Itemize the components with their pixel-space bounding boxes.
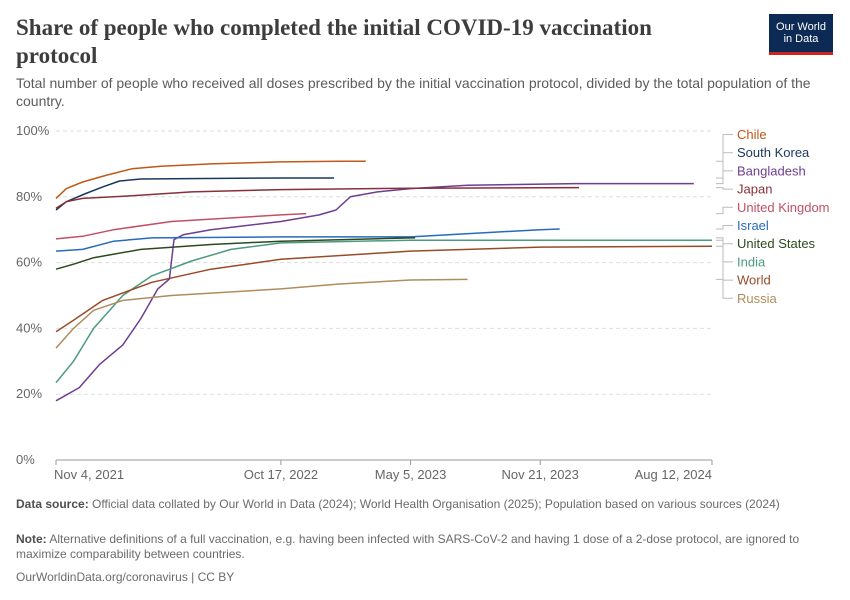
series-line-united-states xyxy=(55,237,416,270)
legend-label-israel: Israel xyxy=(737,218,769,233)
source-text: Official data collated by Our World in D… xyxy=(92,497,780,511)
x-tick-label: Nov 4, 2021 xyxy=(54,467,124,482)
series-line-israel xyxy=(55,228,560,252)
x-tick-label: Oct 17, 2022 xyxy=(244,467,318,482)
source-label: Data source: xyxy=(16,497,89,511)
chart-title: Share of people who completed the initia… xyxy=(16,15,652,68)
legend-connector xyxy=(716,170,733,185)
y-tick-label: 20% xyxy=(16,386,42,401)
legend-connector xyxy=(716,245,733,281)
x-tick-label: Nov 21, 2023 xyxy=(502,467,579,482)
note-text: Alternative definitions of a full vaccin… xyxy=(16,532,800,561)
credit-link[interactable]: OurWorldinData.org/coronavirus | CC BY xyxy=(16,570,235,584)
series-line-south-korea xyxy=(55,177,335,211)
series-line-russia xyxy=(55,278,468,349)
series-line-japan xyxy=(55,186,580,209)
legend-connector xyxy=(716,187,733,190)
y-tick-label: 100% xyxy=(16,123,50,138)
legend-connector xyxy=(716,278,733,299)
legend-connector xyxy=(716,237,733,245)
legend-label-chile: Chile xyxy=(737,127,767,142)
legend-label-russia: Russia xyxy=(737,291,778,306)
legend-connector xyxy=(716,152,733,179)
y-tick-label: 40% xyxy=(16,320,42,335)
chart-subtitle: Total number of people who received all … xyxy=(16,75,811,109)
note-label: Note: xyxy=(16,532,47,546)
y-tick-label: 0% xyxy=(16,452,35,467)
series-line-bangladesh xyxy=(55,182,694,402)
series-line-india xyxy=(55,239,712,384)
logo-line-2: in Data xyxy=(783,33,819,45)
y-tick-label: 80% xyxy=(16,189,42,204)
series-line-world xyxy=(55,245,713,333)
logo-line-1: Our World xyxy=(776,21,826,33)
legend-connector xyxy=(716,206,733,215)
legend-connector xyxy=(716,225,733,230)
legend-label-japan: Japan xyxy=(737,182,772,197)
legend-connector xyxy=(716,134,733,162)
y-tick-label: 60% xyxy=(16,255,42,270)
series-line-united-kingdom xyxy=(55,212,307,240)
owid-logo[interactable]: Our World in Data xyxy=(769,14,833,55)
legend-label-south-korea: South Korea xyxy=(737,145,810,160)
data-source: Data source: Official data collated by O… xyxy=(16,497,826,512)
series-line-chile xyxy=(55,160,366,199)
line-chart: 0% 20% 40% 60% 80% 100% Nov 4, 2021 Oct 17, 202… xyxy=(16,123,830,482)
legend-label-united-states: United States xyxy=(737,236,816,251)
legend-label-india: India xyxy=(737,254,766,269)
x-tick-label: Aug 12, 2024 xyxy=(635,467,712,482)
legend-label-world: World xyxy=(737,273,771,288)
x-tick-label: May 5, 2023 xyxy=(375,467,447,482)
legend-label-united-kingdom: United Kingdom xyxy=(737,200,830,215)
legend-label-bangladesh: Bangladesh xyxy=(737,163,806,178)
note: Note: Alternative definitions of a full … xyxy=(16,532,826,562)
